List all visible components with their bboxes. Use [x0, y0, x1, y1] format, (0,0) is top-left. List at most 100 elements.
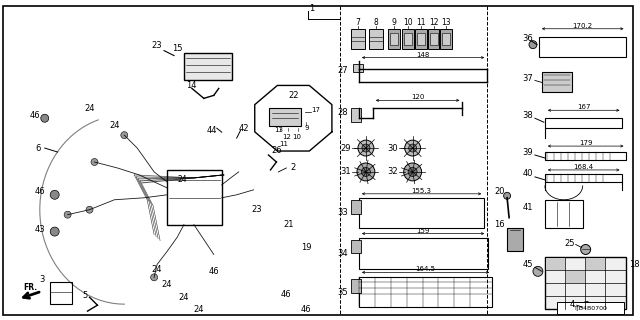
- Text: 4: 4: [570, 300, 575, 309]
- Bar: [359, 277, 492, 307]
- Bar: [402, 29, 413, 49]
- Text: 19: 19: [301, 243, 312, 252]
- Bar: [269, 108, 301, 126]
- Text: 179: 179: [579, 140, 593, 146]
- Text: 27: 27: [337, 66, 348, 75]
- Bar: [557, 302, 625, 314]
- Text: 24: 24: [84, 104, 95, 113]
- Text: 46: 46: [29, 111, 40, 120]
- Text: 46: 46: [209, 267, 219, 276]
- Text: 12: 12: [282, 134, 291, 140]
- Text: 10: 10: [403, 18, 413, 27]
- Circle shape: [358, 140, 374, 156]
- Circle shape: [91, 158, 98, 165]
- Text: 13: 13: [274, 127, 283, 133]
- Text: 34: 34: [337, 249, 348, 258]
- Text: 41: 41: [522, 203, 533, 212]
- Text: 20: 20: [494, 187, 504, 196]
- Bar: [353, 64, 363, 71]
- Text: 44: 44: [207, 126, 217, 135]
- Text: 5: 5: [82, 291, 87, 300]
- Circle shape: [529, 41, 537, 49]
- Bar: [351, 200, 361, 214]
- Text: 36: 36: [522, 34, 533, 43]
- Text: 33: 33: [337, 208, 348, 217]
- Bar: [545, 258, 627, 309]
- Text: 40: 40: [522, 169, 533, 179]
- Bar: [351, 240, 361, 253]
- Bar: [359, 237, 488, 269]
- Text: 168.4: 168.4: [573, 164, 594, 170]
- Circle shape: [50, 227, 59, 236]
- Text: 9: 9: [304, 125, 308, 131]
- Bar: [369, 29, 383, 49]
- Bar: [415, 29, 427, 49]
- Text: 11: 11: [416, 18, 426, 27]
- Text: 9: 9: [391, 18, 396, 27]
- Text: 24: 24: [109, 121, 120, 130]
- Circle shape: [504, 192, 511, 199]
- Text: 18: 18: [629, 260, 640, 269]
- Text: 15: 15: [172, 44, 182, 53]
- Bar: [507, 228, 523, 252]
- Circle shape: [41, 114, 49, 122]
- Text: 170.2: 170.2: [573, 23, 593, 29]
- Text: 164.5: 164.5: [415, 266, 436, 272]
- Bar: [351, 108, 361, 122]
- Text: 8: 8: [374, 18, 378, 27]
- Circle shape: [408, 167, 417, 176]
- Bar: [404, 33, 412, 45]
- Bar: [184, 52, 232, 80]
- Circle shape: [409, 144, 417, 152]
- Bar: [586, 259, 605, 270]
- Bar: [167, 170, 221, 225]
- Circle shape: [121, 132, 128, 139]
- Text: 38: 38: [522, 111, 533, 120]
- Text: 12: 12: [429, 18, 438, 27]
- Circle shape: [362, 144, 370, 152]
- Text: 7: 7: [355, 18, 360, 27]
- Bar: [440, 29, 452, 49]
- Bar: [359, 198, 484, 228]
- Text: 31: 31: [340, 167, 351, 176]
- Text: 23: 23: [252, 205, 262, 214]
- Text: 24: 24: [162, 280, 172, 289]
- Bar: [428, 29, 440, 49]
- Text: 17: 17: [312, 107, 321, 113]
- Bar: [546, 259, 564, 270]
- Text: 46: 46: [281, 290, 292, 299]
- Text: 14: 14: [186, 81, 196, 90]
- Text: 22: 22: [288, 91, 299, 100]
- Text: 43: 43: [35, 225, 45, 234]
- Circle shape: [50, 190, 59, 199]
- Text: 45: 45: [522, 260, 533, 269]
- Circle shape: [404, 140, 420, 156]
- Text: 24: 24: [179, 293, 189, 302]
- Text: 6: 6: [35, 144, 40, 153]
- Text: 29: 29: [340, 144, 351, 153]
- Text: 24: 24: [194, 305, 204, 314]
- Circle shape: [362, 167, 371, 176]
- Text: 16: 16: [494, 220, 504, 229]
- Text: 42: 42: [238, 124, 249, 133]
- Text: 24: 24: [177, 175, 187, 184]
- Bar: [50, 282, 72, 304]
- Text: 21: 21: [283, 220, 294, 229]
- Text: 2: 2: [291, 164, 296, 172]
- Circle shape: [404, 163, 422, 181]
- Text: 23: 23: [152, 41, 163, 50]
- Text: 37: 37: [522, 74, 533, 83]
- Text: 25: 25: [564, 239, 575, 248]
- Text: 155.3: 155.3: [412, 188, 431, 194]
- Circle shape: [584, 305, 589, 310]
- Text: 13: 13: [442, 18, 451, 27]
- Text: FR.: FR.: [23, 283, 37, 292]
- Bar: [351, 279, 361, 293]
- Bar: [545, 174, 623, 182]
- Bar: [545, 118, 623, 128]
- Bar: [442, 33, 451, 45]
- Bar: [388, 29, 400, 49]
- Text: 35: 35: [337, 288, 348, 297]
- Bar: [566, 271, 585, 283]
- Text: 28: 28: [337, 108, 348, 117]
